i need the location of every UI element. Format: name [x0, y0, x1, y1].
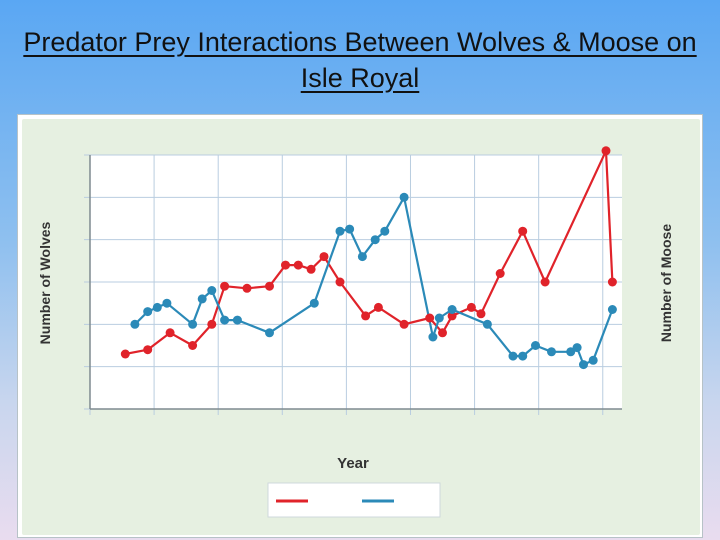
grid: [84, 154, 622, 415]
data-point: [476, 309, 486, 319]
data-point: [566, 347, 576, 357]
data-point: [380, 226, 390, 236]
data-point: [265, 328, 274, 338]
data-point: [306, 264, 316, 274]
data-point: [438, 328, 447, 338]
data-point: [345, 224, 355, 234]
data-point: [361, 311, 371, 321]
data-point: [242, 283, 252, 293]
series-line-1: [125, 149, 614, 356]
data-point: [495, 269, 505, 278]
data-point: [531, 341, 540, 350]
data-point: [482, 319, 492, 329]
data-point: [601, 146, 611, 156]
data-point: [335, 277, 345, 287]
data-point: [232, 315, 242, 325]
data-point: [130, 319, 140, 329]
data-point: [434, 313, 444, 323]
data-point: [370, 235, 380, 245]
data-point: [152, 302, 162, 312]
data-point: [508, 351, 518, 361]
x-axis-label: Year: [337, 455, 369, 472]
chart-frame: Number of Wolves Number of Moose Year: [17, 114, 703, 538]
data-point: [607, 277, 617, 287]
slide-title: Predator Prey Interactions Between Wolve…: [23, 27, 697, 93]
data-point: [207, 319, 217, 329]
series-points: [120, 146, 617, 370]
data-point: [197, 294, 207, 304]
data-point: [120, 349, 130, 359]
legend: [267, 482, 441, 518]
data-point: [547, 347, 556, 357]
data-point: [188, 341, 198, 350]
data-point: [143, 307, 153, 317]
data-point: [399, 319, 409, 329]
data-point: [143, 345, 153, 355]
y-axis-label-right: Number of Moose: [658, 224, 674, 342]
data-point: [447, 305, 457, 314]
data-point: [588, 355, 598, 365]
data-point: [607, 305, 617, 314]
data-point: [319, 252, 329, 262]
y-axis-label-left: Number of Wolves: [37, 221, 53, 344]
data-point: [265, 281, 274, 291]
data-point: [357, 252, 367, 262]
data-point: [335, 226, 345, 236]
data-point: [220, 315, 230, 325]
data-point: [466, 302, 476, 312]
data-point: [399, 192, 409, 202]
data-point: [428, 332, 438, 342]
wolf-moose-chart: Number of Wolves Number of Moose Year: [22, 119, 700, 535]
data-point: [162, 298, 172, 308]
data-point: [188, 319, 198, 329]
data-point: [220, 281, 230, 291]
data-point: [425, 313, 435, 323]
data-point: [540, 277, 550, 287]
data-point: [373, 302, 383, 312]
data-point: [207, 286, 217, 295]
data-point: [572, 343, 582, 353]
data-point: [579, 360, 588, 370]
data-point: [165, 328, 175, 338]
data-point: [309, 298, 319, 308]
data-point: [518, 226, 528, 236]
data-point: [293, 260, 303, 270]
data-point: [447, 311, 457, 321]
data-point: [281, 260, 290, 270]
data-point: [518, 351, 528, 361]
